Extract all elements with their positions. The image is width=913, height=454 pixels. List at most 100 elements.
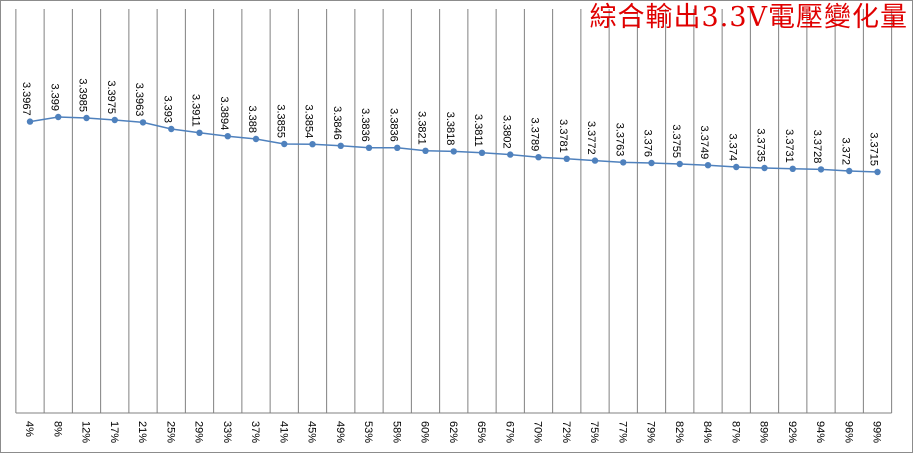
data-label: 3.3772 <box>585 121 597 155</box>
data-point <box>26 118 34 125</box>
x-tick-label: 75% <box>588 421 600 443</box>
data-point <box>817 166 825 173</box>
data-label: 3.3818 <box>444 112 456 146</box>
gridlines <box>15 9 893 414</box>
x-tick-label: 29% <box>193 421 205 443</box>
data-label: 3.3731 <box>783 129 795 163</box>
data-point <box>55 113 62 121</box>
x-tick-label: 8% <box>51 421 63 437</box>
x-tick-label: 12% <box>80 421 92 443</box>
data-label: 3.3715 <box>868 132 880 166</box>
data-label: 3.3811 <box>472 114 484 147</box>
data-label: 3.3749 <box>698 126 710 160</box>
data-label: 3.3728 <box>811 130 823 164</box>
data-point <box>761 164 768 172</box>
x-tick-label: 67% <box>503 421 515 443</box>
data-point <box>846 167 853 175</box>
x-tick-label: 96% <box>842 421 854 443</box>
x-tick-label: 99% <box>871 421 883 443</box>
x-tick-label: 4% <box>23 421 35 437</box>
data-point <box>365 144 373 151</box>
x-tick-label: 72% <box>560 421 572 443</box>
data-point <box>507 151 514 158</box>
x-tick-label: 87% <box>729 421 741 443</box>
data-point <box>874 168 881 176</box>
data-label: 3.3836 <box>387 108 399 142</box>
data-point <box>394 144 401 151</box>
data-labels: 3.3967 3.399 3.3985 3.3975 3.3963 3.393 3.3911… <box>20 78 880 166</box>
x-tick-label: 58% <box>390 421 402 443</box>
data-point <box>535 154 542 161</box>
x-tick-label: 25% <box>164 421 176 443</box>
x-tick-label: 94% <box>814 421 826 443</box>
x-tick-label: 53% <box>362 421 374 443</box>
x-tick-label: 65% <box>475 421 487 443</box>
data-label: 3.372 <box>839 137 851 165</box>
data-label: 3.3894 <box>218 97 230 131</box>
data-label: 3.3789 <box>529 118 541 152</box>
data-point <box>196 129 203 136</box>
data-label: 3.393 <box>161 95 173 123</box>
x-tick-label: 37% <box>249 421 261 443</box>
data-point <box>139 119 147 126</box>
data-point <box>704 162 712 169</box>
data-point <box>563 155 570 162</box>
data-label: 3.3911 <box>190 94 202 127</box>
data-label: 3.388 <box>246 105 258 133</box>
data-point <box>224 133 231 140</box>
x-axis-tick-labels: 4% 8% 12% 17% 21% 25% 29% 33% 37% 41% 45% 49% 53% 58%… <box>23 421 883 443</box>
data-point <box>168 125 175 133</box>
data-label: 3.376 <box>642 129 654 157</box>
data-point <box>450 148 457 155</box>
x-tick-label: 33% <box>221 421 233 443</box>
data-label: 3.399 <box>48 83 60 111</box>
x-tick-label: 70% <box>532 421 544 443</box>
data-point <box>478 149 486 156</box>
data-point <box>111 116 118 124</box>
x-tick-label: 89% <box>758 421 770 443</box>
data-label: 3.3821 <box>416 111 428 145</box>
data-label: 3.3963 <box>133 83 145 117</box>
data-point <box>252 135 260 143</box>
data-point <box>789 165 796 172</box>
data-label: 3.3967 <box>20 82 32 116</box>
x-tick-label: 92% <box>786 421 798 443</box>
x-tick-label: 84% <box>701 421 713 443</box>
x-tick-label: 21% <box>136 421 148 443</box>
data-point <box>83 114 90 122</box>
data-label: 3.3854 <box>303 105 315 139</box>
data-label: 3.374 <box>726 133 738 161</box>
data-label: 3.3802 <box>500 115 512 149</box>
data-point <box>733 163 740 171</box>
data-label: 3.3763 <box>613 123 625 157</box>
data-point <box>620 159 627 166</box>
x-tick-label: 60% <box>419 421 431 443</box>
chart-title: 綜合輸出3.3V電壓變化量 <box>589 2 908 33</box>
x-tick-label: 77% <box>616 421 628 443</box>
x-tick-label: 79% <box>645 421 657 443</box>
data-label: 3.3755 <box>670 124 682 158</box>
x-tick-label: 17% <box>108 421 120 443</box>
data-point <box>337 142 344 149</box>
data-point <box>591 157 599 164</box>
data-label: 3.3855 <box>274 104 286 138</box>
data-point <box>281 140 288 148</box>
data-label: 3.3735 <box>755 128 767 162</box>
data-point <box>676 160 683 168</box>
x-tick-label: 41% <box>277 421 289 443</box>
data-points <box>26 113 881 176</box>
data-point <box>422 147 429 154</box>
data-point <box>648 159 655 167</box>
data-label: 3.3836 <box>359 108 371 142</box>
data-label: 3.3781 <box>557 119 569 153</box>
data-point <box>309 141 316 148</box>
data-label: 3.3846 <box>331 106 343 140</box>
data-label: 3.3975 <box>105 80 117 114</box>
x-tick-label: 82% <box>673 421 685 443</box>
data-label: 3.3985 <box>77 78 89 112</box>
x-tick-label: 62% <box>447 421 459 443</box>
x-tick-label: 49% <box>334 421 346 443</box>
x-tick-label: 45% <box>306 421 318 443</box>
